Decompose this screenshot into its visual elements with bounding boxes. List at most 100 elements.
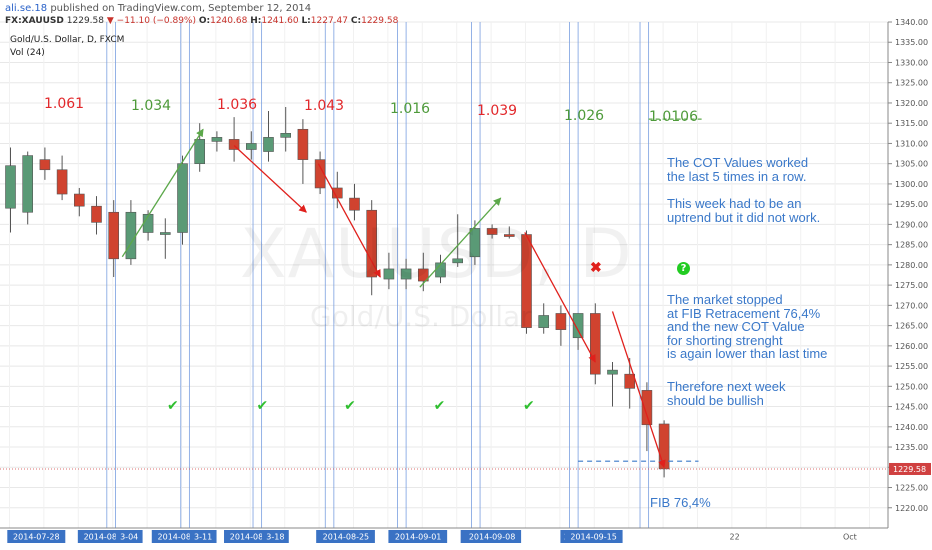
candle-body: [125, 211, 137, 260]
x-tick-label: 22: [730, 533, 740, 542]
candle-body: [607, 369, 618, 375]
candle-body: [280, 133, 292, 138]
x-tick-label: 2014-08-15: [230, 533, 277, 542]
week-separator-lines: [106, 22, 650, 528]
cross-icon: ✖: [590, 259, 602, 275]
y-tick-label: 1305.00: [895, 160, 928, 169]
candle-body: [297, 128, 309, 160]
x-tick-label: 2014-08-08: [158, 533, 205, 542]
x-date-tag: [261, 530, 289, 543]
down-arrow: [524, 232, 596, 363]
candle-body: [555, 313, 567, 330]
x-tick-label: 2014-07-28: [13, 533, 60, 542]
y-tick-label: 1250.00: [895, 382, 928, 391]
x-tick-label: 2014-09-15: [570, 533, 617, 542]
candle-body: [452, 258, 464, 264]
candle-body: [624, 373, 636, 389]
candle-body: [91, 205, 102, 223]
x-tick-label: 2014-09-08: [469, 533, 516, 542]
high-value: 1241.60: [261, 16, 299, 26]
cot-value-5: 1.016: [390, 101, 431, 117]
candle-body: [108, 211, 119, 260]
x-tick-label: 2014-08-01: [84, 533, 131, 542]
x-tick-label: 2014-09-01: [395, 533, 442, 542]
y-tick-label: 1225.00: [895, 484, 928, 493]
check-icon: ✔: [256, 398, 268, 414]
last-price: 1229.58: [66, 16, 104, 26]
cot-value-6: 1.039: [477, 103, 518, 119]
cot-value-1: 1.061: [44, 96, 85, 112]
symbol-watermark: XAUUSD, D: [240, 215, 633, 294]
cot-value-7: 1.026: [564, 108, 605, 124]
last-price-tag: [889, 462, 931, 475]
cot-value-4: 1.043: [304, 98, 345, 114]
y-tick-label: 1290.00: [895, 220, 928, 229]
down-arrow: [611, 311, 666, 469]
y-tick-label: 1280.00: [895, 261, 928, 270]
candle-body: [486, 228, 498, 235]
x-date-tag: [115, 530, 143, 543]
y-tick-label: 1295.00: [895, 200, 928, 209]
fib-label: FIB 76,4%: [650, 495, 711, 510]
candle-body: [503, 234, 515, 237]
check-icon: ✔: [523, 398, 535, 414]
x-date-tag: [7, 530, 66, 543]
publish-info: ali.se.18 published on TradingView.com, …: [5, 3, 311, 14]
check-icon: ✔: [167, 398, 179, 414]
cot-value-8: 1.0106: [649, 109, 698, 125]
y-tick-label: 1245.00: [895, 403, 928, 412]
note-cot-worked: The COT Values worked the last 5 times in…: [667, 155, 809, 184]
candle-body: [5, 165, 16, 209]
candle-body: [22, 155, 34, 213]
y-tick-label: 1320.00: [895, 99, 928, 108]
ohlc-header: FX:XAUUSD 1229.58 ▼ −11.10 (−0.89%) O:12…: [5, 16, 399, 26]
price-change: −11.10 (−0.89%): [116, 16, 196, 26]
y-tick-label: 1255.00: [895, 362, 928, 371]
y-tick-label: 1285.00: [895, 241, 928, 250]
y-tick-label: 1340.00: [895, 18, 928, 27]
candle-body: [417, 268, 429, 282]
cot-value-3: 1.036: [217, 97, 258, 113]
candle-body: [366, 209, 378, 278]
candle-body: [160, 232, 171, 235]
y-tick-label: 1330.00: [895, 58, 928, 67]
author-link[interactable]: ali.se.18: [5, 3, 48, 14]
check-marks: ✔ ✔ ✔ ✔ ✔: [167, 398, 535, 414]
x-tick-label: 3-11: [194, 533, 212, 542]
trend-arrows: [121, 128, 666, 469]
down-arrow: [317, 163, 381, 278]
x-date-tag: [189, 530, 217, 543]
candle-body: [314, 159, 326, 189]
candle-body: [383, 268, 395, 280]
candle-body: [246, 143, 257, 150]
candle-body: [211, 137, 223, 142]
check-icon: ✔: [344, 398, 356, 414]
candle-body: [177, 163, 188, 233]
candle-body: [39, 159, 51, 171]
x-tick-label: 3-04: [120, 533, 138, 542]
down-arrow: [233, 144, 307, 213]
down-triangle-icon: ▼: [106, 16, 114, 26]
y-tick-label: 1265.00: [895, 322, 928, 331]
x-date-tag: [564, 530, 623, 543]
y-tick-label: 1260.00: [895, 342, 928, 351]
symbol-name: FX:XAUUSD: [5, 16, 64, 26]
note-fib-retracement: The market stopped at FIB Retracement 76,…: [667, 292, 828, 361]
y-tick-label: 1270.00: [895, 301, 928, 310]
question-icon: ?: [677, 262, 690, 275]
candle-body: [349, 197, 360, 211]
candle-body: [74, 193, 85, 207]
x-tick-label: 3-18: [266, 533, 284, 542]
check-icon: ✔: [434, 398, 446, 414]
candle-body: [589, 313, 601, 375]
candle-body: [194, 139, 205, 164]
up-arrow: [419, 197, 502, 288]
chart-axes: 1220.001225.001230.001235.001240.001245.…: [0, 18, 931, 543]
candle-body: [641, 390, 653, 426]
up-arrow: [121, 128, 204, 258]
x-date-tag: [316, 530, 375, 543]
series-legend[interactable]: Gold/U.S. Dollar, D, FXCM: [10, 35, 125, 45]
volume-legend[interactable]: Vol (24): [10, 48, 45, 58]
candlestick-series: [5, 107, 670, 478]
